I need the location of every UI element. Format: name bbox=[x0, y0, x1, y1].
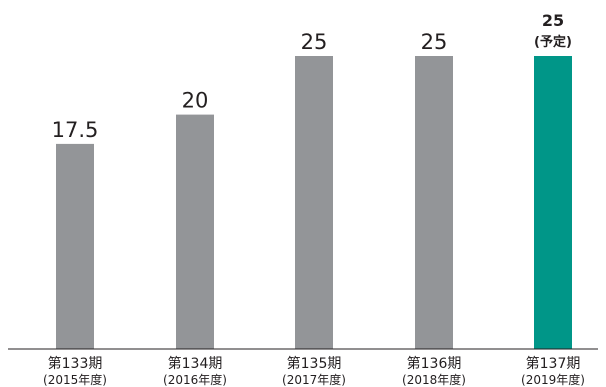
value-labels-group: 17.5 20 25 25 25 (予定) bbox=[52, 11, 572, 142]
x-tick-sublabel-4: (2018年度) bbox=[402, 372, 466, 387]
x-tick-sublabel-2: (2016年度) bbox=[163, 372, 227, 387]
bars-group bbox=[56, 56, 572, 349]
value-label-3: 25 bbox=[301, 30, 328, 54]
value-label-4: 25 bbox=[421, 30, 448, 54]
x-tick-label-5: 第137期 bbox=[526, 355, 581, 372]
value-note-5: (予定) bbox=[534, 34, 572, 50]
value-label-2: 20 bbox=[182, 89, 209, 113]
x-tick-sublabel-5: (2019年度) bbox=[521, 372, 585, 387]
bar-1 bbox=[56, 143, 94, 349]
x-tick-label-3: 第135期 bbox=[287, 355, 342, 372]
x-tick-label-4: 第136期 bbox=[407, 355, 462, 372]
value-label-1: 17.5 bbox=[52, 118, 99, 142]
x-tick-sublabel-3: (2017年度) bbox=[282, 372, 346, 387]
bar-4 bbox=[415, 56, 453, 349]
x-tick-label-1: 第133期 bbox=[48, 355, 103, 372]
bar-3 bbox=[295, 56, 333, 349]
x-tick-labels-group: 第133期(2015年度) 第134期(2016年度) 第135期(2017年度) 第… bbox=[43, 355, 585, 387]
bar-5 bbox=[534, 56, 572, 349]
x-tick-label-2: 第134期 bbox=[168, 355, 223, 372]
value-label-5: 25 bbox=[542, 11, 564, 30]
bar-2 bbox=[176, 114, 214, 349]
x-tick-sublabel-1: (2015年度) bbox=[43, 372, 107, 387]
